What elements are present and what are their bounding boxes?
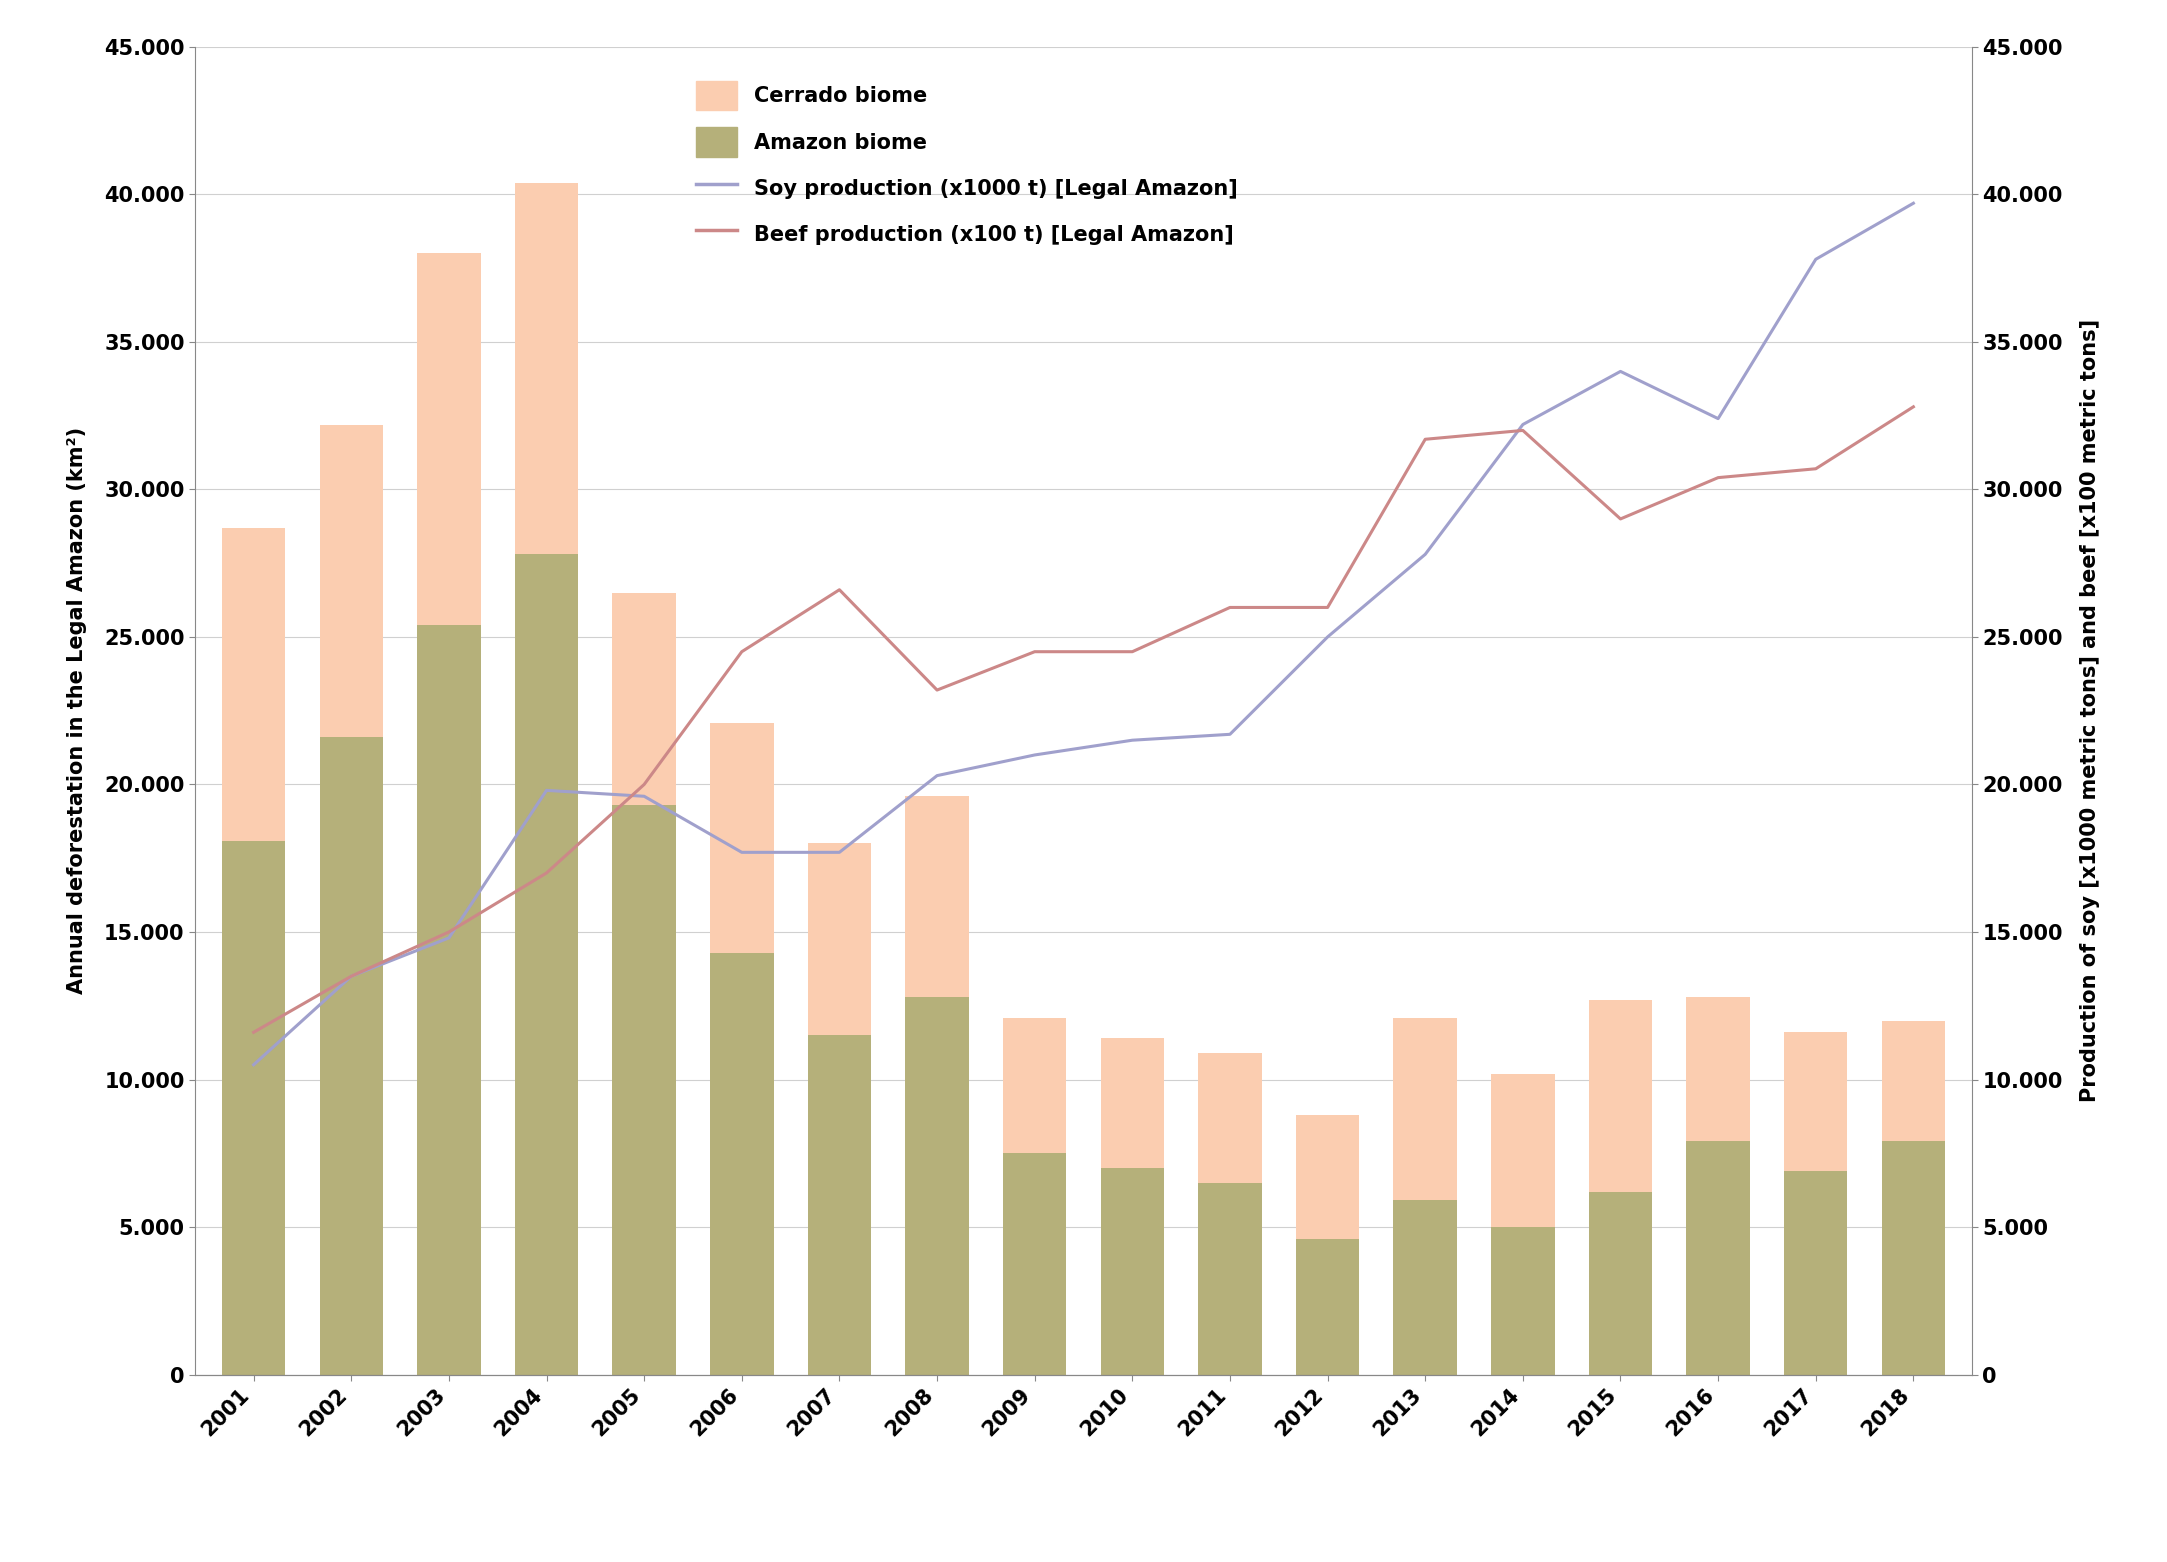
- Y-axis label: Annual deforestation in the Legal Amazon (km²): Annual deforestation in the Legal Amazon…: [67, 426, 87, 995]
- Bar: [1101, 1039, 1164, 1168]
- Bar: [416, 253, 481, 625]
- Bar: [516, 183, 579, 555]
- Bar: [1881, 1142, 1946, 1375]
- Bar: [808, 843, 871, 1036]
- Legend: Cerrado biome, Amazon biome, Soy production (x1000 t) [Legal Amazon], Beef produ: Cerrado biome, Amazon biome, Soy product…: [685, 70, 1248, 259]
- Bar: [613, 804, 676, 1375]
- Bar: [1783, 1172, 1848, 1375]
- Bar: [1296, 1239, 1359, 1375]
- Bar: [808, 1036, 871, 1375]
- Bar: [1491, 1073, 1554, 1228]
- Bar: [221, 528, 286, 840]
- Bar: [319, 737, 384, 1375]
- Bar: [221, 840, 286, 1375]
- Bar: [1783, 1032, 1848, 1172]
- Bar: [906, 997, 969, 1375]
- Bar: [1686, 997, 1751, 1142]
- Bar: [516, 555, 579, 1375]
- Y-axis label: Production of soy [x1000 metric tons] and beef [x100 metric tons]: Production of soy [x1000 metric tons] an…: [2080, 319, 2100, 1103]
- Bar: [1393, 1201, 1456, 1375]
- Bar: [1296, 1115, 1359, 1239]
- Bar: [711, 723, 774, 953]
- Bar: [1588, 1192, 1651, 1375]
- Bar: [1198, 1053, 1261, 1182]
- Bar: [1198, 1182, 1261, 1375]
- Bar: [416, 625, 481, 1375]
- Bar: [1003, 1153, 1066, 1375]
- Bar: [1686, 1142, 1751, 1375]
- Bar: [1003, 1017, 1066, 1153]
- Bar: [1393, 1017, 1456, 1201]
- Bar: [711, 953, 774, 1375]
- Bar: [906, 797, 969, 997]
- Bar: [613, 592, 676, 804]
- Bar: [1588, 1000, 1651, 1192]
- Bar: [319, 425, 384, 737]
- Bar: [1101, 1168, 1164, 1375]
- Bar: [1881, 1020, 1946, 1142]
- Bar: [1491, 1228, 1554, 1375]
